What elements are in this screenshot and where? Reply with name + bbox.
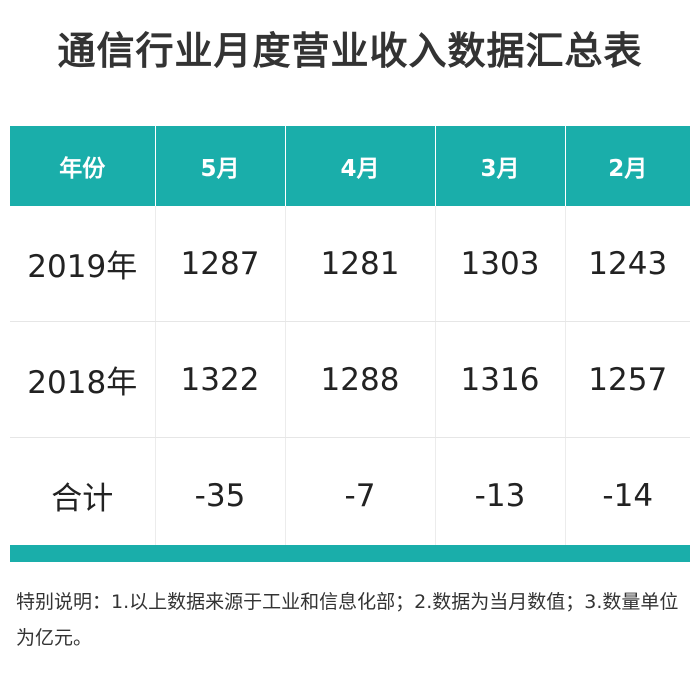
table-row: 2019年 1287 1281 1303 1243 (10, 206, 690, 322)
header-cell: 年份 (10, 126, 156, 206)
footnote: 特别说明：1.以上数据来源于工业和信息化部；2.数据为当月数值；3.数量单位为亿… (16, 591, 679, 649)
table-row: 合计 -35 -7 -13 -14 (10, 437, 690, 554)
value-cell: 1322 (155, 321, 286, 438)
header-row: 年份 5月 4月 3月 2月 (10, 126, 690, 206)
header-cell: 2月 (565, 126, 690, 206)
table-row: 2018年 1322 1288 1316 1257 (10, 321, 690, 438)
value-cell: -13 (435, 437, 566, 554)
value-cell: 1287 (155, 206, 286, 322)
header-cell: 4月 (285, 126, 436, 206)
row-label: 2018年 (10, 321, 156, 438)
row-label: 合计 (10, 437, 156, 554)
value-cell: 1288 (285, 321, 436, 438)
value-cell: 1316 (435, 321, 566, 438)
header-cell: 5月 (155, 126, 286, 206)
value-cell: -35 (155, 437, 286, 554)
value-cell: 1281 (285, 206, 436, 322)
table-body: 2019年 1287 1281 1303 1243 2018年 1322 1288 1316 12… (10, 206, 690, 554)
footer-bar (10, 545, 690, 562)
data-table: 年份 5月 4月 3月 2月 2019年 1287 1281 1303 1243 2018年 132… (10, 126, 690, 554)
value-cell: -7 (285, 437, 436, 554)
row-label: 2019年 (10, 206, 156, 322)
header-cell: 3月 (435, 126, 566, 206)
value-cell: 1243 (565, 206, 690, 322)
title: 通信行业月度营业收入数据汇总表 (57, 29, 643, 73)
value-cell: 1257 (565, 321, 690, 438)
value-cell: -14 (565, 437, 690, 554)
value-cell: 1303 (435, 206, 566, 322)
